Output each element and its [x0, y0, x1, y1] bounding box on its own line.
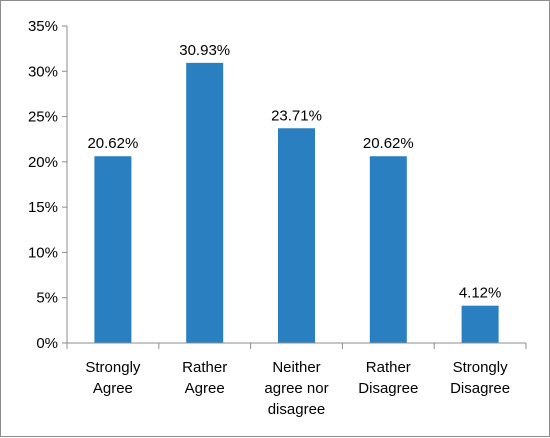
- category-label: Rather Disagree: [358, 359, 418, 397]
- bar: [94, 156, 132, 343]
- category-label-line: Rather: [366, 359, 411, 376]
- bar: [278, 128, 315, 343]
- y-axis: 0% 5% 10% 15% 20% 25% 30% 35%: [28, 18, 68, 352]
- y-tick-label: 5%: [36, 290, 58, 307]
- category-label-line: Agree: [185, 380, 225, 397]
- y-tick-label: 30%: [28, 63, 58, 80]
- category-label: Neither agree nor disagree: [264, 359, 328, 418]
- category-label: Strongly Disagree: [450, 359, 510, 397]
- data-label: 4.12%: [459, 285, 502, 302]
- category-label-line: Neither: [272, 359, 320, 376]
- category-label: Rather Agree: [182, 359, 227, 397]
- category-label: Strongly Agree: [85, 359, 141, 397]
- category-label-line: agree nor: [264, 380, 328, 397]
- bar: [369, 156, 407, 343]
- category-label-line: Strongly: [85, 359, 141, 376]
- y-tick-label: 20%: [28, 154, 58, 171]
- data-label: 20.62%: [363, 135, 414, 152]
- y-tick-label: 15%: [28, 199, 58, 216]
- data-label: 30.93%: [179, 42, 230, 59]
- x-axis: Strongly Agree Rather Agree Neither agree nor…: [66, 342, 527, 418]
- bar: [186, 62, 224, 343]
- category-label-line: disagree: [268, 401, 326, 418]
- data-labels: 20.62% 30.93% 23.71% 20.62% 4.12%: [87, 42, 501, 302]
- y-tick-label: 10%: [28, 244, 58, 261]
- bars: [94, 62, 499, 343]
- y-tick-label: 25%: [28, 109, 58, 126]
- y-tick-label: 0%: [36, 335, 58, 352]
- bar: [461, 305, 499, 343]
- category-label-line: Disagree: [358, 380, 418, 397]
- category-label-line: Rather: [182, 359, 227, 376]
- category-label-line: Strongly: [453, 359, 509, 376]
- data-label: 23.71%: [271, 107, 322, 124]
- y-tick-label: 35%: [28, 18, 58, 35]
- category-label-line: Agree: [93, 380, 133, 397]
- category-label-line: Disagree: [450, 380, 510, 397]
- data-label: 20.62%: [87, 135, 138, 152]
